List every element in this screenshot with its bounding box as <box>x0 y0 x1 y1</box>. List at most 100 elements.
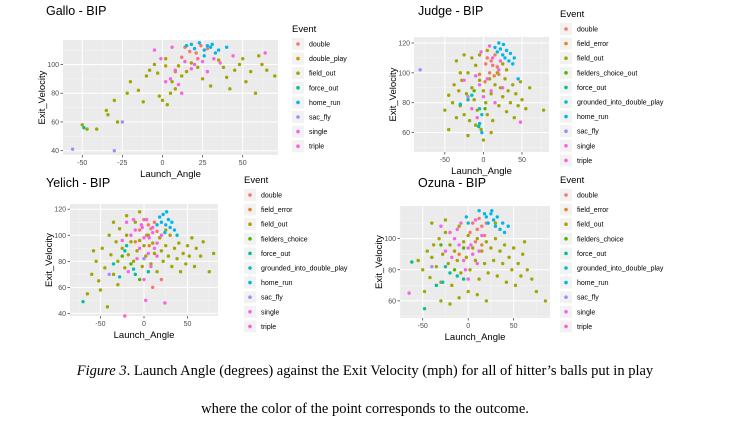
point-single <box>481 95 486 99</box>
legend-entry-double-play: double_play <box>309 56 347 63</box>
point-field-out <box>493 221 498 225</box>
legend-marker <box>296 129 300 134</box>
point-single <box>131 217 136 222</box>
legend-marker <box>248 280 252 285</box>
point-home-run <box>489 212 493 216</box>
plot-panel <box>414 37 549 152</box>
point-double <box>151 285 155 290</box>
x-tick-label: -25 <box>117 160 127 167</box>
legend-marker <box>248 251 252 256</box>
y-axis-label: Exit_Velocity <box>44 233 55 287</box>
legend-marker <box>248 207 252 212</box>
point-field-out <box>140 264 144 269</box>
point-home-run <box>493 45 497 50</box>
point-field-out <box>170 79 174 84</box>
legend-title: Event <box>292 24 317 35</box>
point-single <box>475 261 479 266</box>
point-double <box>468 230 472 235</box>
point-field-out <box>224 75 229 80</box>
legend-entry-field-out: field_out <box>577 222 604 229</box>
point-single <box>192 62 197 67</box>
point-field-error <box>457 252 461 256</box>
point-field-out <box>207 270 211 274</box>
point-home-run <box>210 42 214 47</box>
point-field-out <box>164 243 168 248</box>
point-home-run <box>164 223 168 227</box>
point-field-out <box>512 115 516 120</box>
y-tick-label: 40 <box>51 148 59 155</box>
legend-marker <box>564 251 568 256</box>
point-field-out <box>104 108 109 113</box>
point-home-run <box>495 215 499 219</box>
point-field-out <box>507 255 511 260</box>
point-field-out <box>543 299 548 303</box>
x-axis-label: Launch_Angle <box>140 169 201 180</box>
point-sac-fly <box>107 272 111 277</box>
point-field-out <box>491 258 496 263</box>
point-single <box>479 50 483 54</box>
point-field-out <box>124 214 129 218</box>
legend-entry-sac-fly: sac_fly <box>577 295 599 302</box>
x-tick-label: 50 <box>184 321 192 328</box>
point-field-out <box>103 266 107 270</box>
point-field-out <box>161 259 165 264</box>
point-field-out <box>260 62 264 67</box>
point-field-out <box>135 249 139 253</box>
point-field-out <box>484 299 489 303</box>
point-field-out <box>117 227 122 231</box>
point-field-out <box>457 224 461 228</box>
legend-marker <box>248 222 252 226</box>
point-single <box>493 101 497 105</box>
point-field-out <box>447 93 451 97</box>
point-sac-fly <box>418 68 422 72</box>
y-tick-label: 80 <box>51 91 59 98</box>
point-field-out <box>443 108 447 112</box>
point-field-out <box>434 264 439 269</box>
point-double <box>480 224 484 228</box>
point-single <box>448 230 452 235</box>
point-field-out <box>534 289 539 294</box>
x-tick-label: 0 <box>161 160 165 167</box>
legend-entry-grounded-into-double-play: grounded_into_double_play <box>261 266 348 273</box>
point-single <box>124 220 129 224</box>
point-double <box>180 55 184 59</box>
legend-marker <box>564 27 568 31</box>
point-single <box>176 82 181 87</box>
point-field-error <box>492 74 496 78</box>
point-field-out <box>164 228 168 232</box>
point-grounded-into-double-play <box>480 112 484 117</box>
point-field-out <box>124 233 129 237</box>
legend-marker <box>564 114 568 119</box>
point-single <box>168 77 173 81</box>
point-field-out <box>477 277 481 281</box>
point-field-out <box>91 249 96 253</box>
point-field-out <box>105 305 110 309</box>
point-field-error <box>147 243 151 248</box>
point-triple <box>455 227 459 232</box>
point-field-out <box>474 123 478 127</box>
chart-panel-0: Gallo - BIP -50 -25 0 25 50 40 60 80 100 Launch_An… <box>37 4 347 180</box>
point-force-out <box>133 272 137 277</box>
point-single <box>485 77 489 81</box>
point-field-out <box>467 118 472 123</box>
legend-marker <box>564 324 568 329</box>
point-field-out <box>241 56 245 61</box>
point-single <box>212 56 216 61</box>
chart-title: Gallo - BIP <box>46 4 106 18</box>
point-field-out <box>489 92 493 96</box>
legend-marker <box>564 129 568 133</box>
y-tick-label: 60 <box>402 130 410 137</box>
point-single <box>459 221 463 225</box>
point-field-out <box>147 68 152 72</box>
point-double <box>196 56 200 61</box>
point-field-out <box>166 254 171 258</box>
point-single <box>218 61 222 65</box>
point-field-out <box>216 58 221 62</box>
point-triple <box>498 59 503 63</box>
point-field-out <box>518 80 523 84</box>
point-fielders-choice <box>120 254 124 258</box>
point-double <box>188 49 192 54</box>
point-field-error <box>133 240 137 244</box>
point-field-out <box>141 100 145 104</box>
point-field-out <box>155 270 159 274</box>
